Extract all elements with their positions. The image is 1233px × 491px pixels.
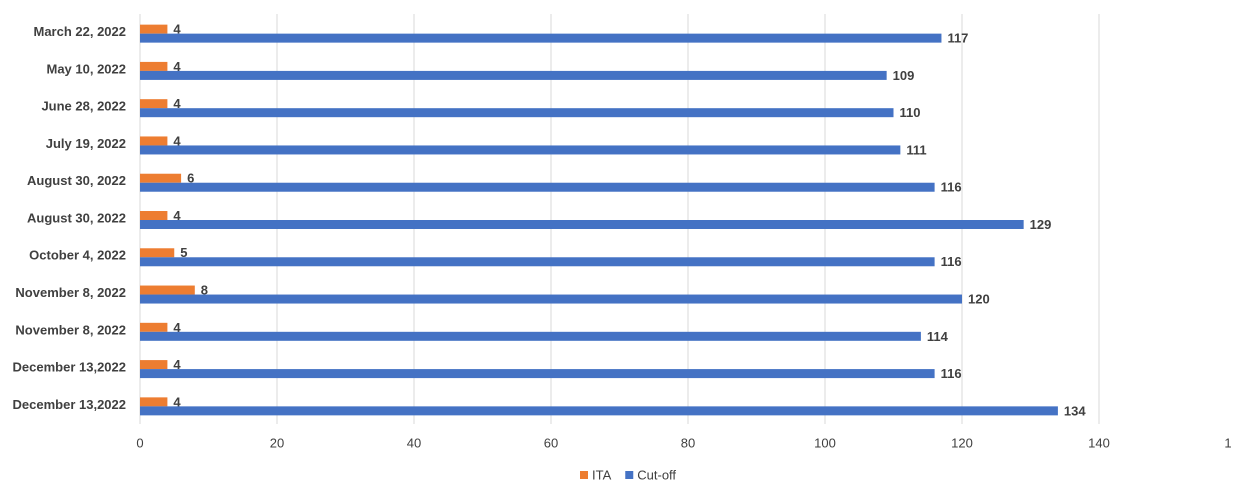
- bar: [140, 33, 942, 43]
- data-label: 5: [180, 245, 187, 260]
- bar: [140, 220, 1024, 229]
- x-tick-label: 120: [951, 435, 973, 450]
- legend-label: Cut-off: [637, 467, 676, 482]
- bar: [140, 99, 168, 109]
- bar: [140, 322, 168, 332]
- legend-swatch: [580, 471, 588, 479]
- data-label: 120: [968, 291, 990, 306]
- legend-swatch: [625, 471, 634, 479]
- bar: [140, 360, 168, 370]
- bar: [140, 24, 168, 34]
- legend-label: ITA: [592, 467, 612, 482]
- bar: [140, 331, 921, 341]
- data-label: 4: [173, 22, 181, 37]
- y-tick-label: March 22, 2022: [33, 24, 126, 39]
- data-label: 117: [947, 31, 968, 46]
- bar: [140, 294, 962, 304]
- y-tick-label: June 28, 2022: [41, 99, 126, 114]
- y-tick-label: July 19, 2022: [46, 136, 126, 151]
- bar: [140, 211, 168, 220]
- y-tick-label: November 8, 2022: [15, 322, 126, 337]
- x-tick-label: 80: [681, 435, 695, 450]
- x-tick-label: 40: [407, 435, 421, 450]
- bar: [140, 61, 168, 71]
- y-tick-label: August 30, 2022: [27, 210, 126, 225]
- y-tick-label: May 10, 2022: [46, 61, 126, 76]
- data-label: 116: [941, 180, 962, 195]
- data-label: 4: [173, 59, 181, 74]
- bar: [140, 406, 1058, 416]
- data-label: 4: [173, 133, 181, 148]
- data-label: 111: [906, 142, 926, 157]
- y-tick-label: December 13,2022: [13, 397, 126, 412]
- data-label: 4: [173, 208, 181, 223]
- bar: [140, 108, 894, 118]
- bar: [140, 257, 935, 267]
- bar: [140, 182, 935, 192]
- x-tick-label: 60: [544, 435, 558, 450]
- bar: [140, 70, 887, 80]
- x-tick-label: 1: [1224, 435, 1231, 450]
- data-label: 116: [941, 366, 962, 381]
- x-tick-label: 140: [1088, 435, 1110, 450]
- x-tick-label: 20: [270, 435, 284, 450]
- bar: [140, 397, 168, 407]
- bar: [140, 136, 168, 146]
- bar: [140, 248, 175, 258]
- bar: [140, 369, 935, 379]
- bar: [140, 145, 901, 155]
- data-label: 109: [893, 68, 915, 83]
- data-label: 114: [927, 329, 949, 344]
- data-label: 4: [173, 394, 181, 409]
- data-label: 6: [187, 171, 194, 186]
- y-tick-label: August 30, 2022: [27, 173, 126, 188]
- data-label: 4: [173, 357, 181, 372]
- bar: [140, 285, 195, 295]
- data-label: 110: [900, 105, 921, 120]
- x-tick-label: 0: [136, 435, 143, 450]
- data-label: 4: [173, 96, 181, 111]
- y-tick-label: December 13,2022: [13, 360, 126, 375]
- data-label: 8: [201, 282, 208, 297]
- data-label: 116: [941, 254, 962, 269]
- bar: [140, 173, 182, 183]
- data-label: 134: [1064, 403, 1086, 418]
- x-tick-label: 100: [814, 435, 836, 450]
- y-tick-label: October 4, 2022: [29, 248, 126, 263]
- data-label: 129: [1030, 217, 1052, 232]
- data-label: 4: [173, 320, 181, 335]
- y-tick-label: November 8, 2022: [15, 285, 126, 300]
